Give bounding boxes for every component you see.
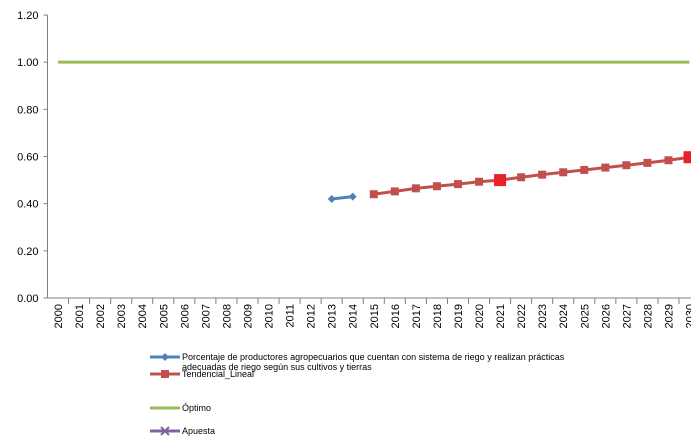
marker [369, 190, 378, 199]
x-tick-label: 2013 [327, 304, 339, 328]
marker [517, 173, 526, 182]
x-tick-label: 2002 [95, 304, 107, 328]
x-tick-label: 2006 [179, 304, 191, 328]
marker [390, 187, 399, 196]
x-tick-label: 2027 [621, 304, 633, 328]
series-line [373, 155, 690, 196]
legend-swatch [150, 370, 180, 378]
marker [161, 353, 169, 361]
marker [453, 180, 462, 189]
marker [411, 184, 420, 193]
x-tick-label: 2007 [200, 304, 212, 328]
marker [432, 182, 441, 191]
x-tick-label: 2017 [411, 304, 423, 328]
legend-label: Tendencial_Lineal [182, 369, 255, 379]
y-tick-label: 0.40 [17, 199, 38, 211]
marker [559, 168, 568, 177]
legend-label: Porcentaje de productores agropecuarios … [182, 352, 565, 372]
x-tick-label: 2009 [242, 304, 254, 328]
legend-entry: Porcentaje de productores agropecuarios … [148, 352, 582, 372]
x-tick-label: 2003 [116, 304, 128, 328]
x-tick-label: 2018 [432, 304, 444, 328]
legend-swatch [150, 353, 180, 361]
x-tick-label: 2000 [53, 304, 65, 328]
x-tick-label: 2008 [221, 304, 233, 328]
legend-entry: Tendencial_Lineal [148, 369, 582, 379]
legend-swatch [150, 426, 180, 436]
x-tick-label: 2012 [306, 304, 318, 328]
x-tick-label: 2026 [600, 304, 612, 328]
marker [622, 161, 631, 170]
x-tick-label: 2029 [663, 304, 675, 328]
marker [475, 177, 484, 186]
marker [664, 156, 673, 165]
x-tick-label: 2025 [579, 304, 591, 328]
x-tick-label: 2005 [158, 304, 170, 328]
x-tick-label: 2023 [537, 304, 549, 328]
x-tick-label: 2021 [495, 304, 507, 328]
x-tick-label: 2020 [474, 304, 486, 328]
marker [348, 192, 357, 201]
y-tick-label: 0.20 [17, 246, 38, 258]
x-tick-label: 2022 [516, 304, 528, 328]
x-tick-label: 2004 [137, 304, 149, 328]
x-tick-label: 2001 [74, 304, 86, 328]
x-tick-label: 2011 [285, 304, 297, 328]
x-tick-label: 2024 [558, 304, 570, 328]
legend-swatch [150, 406, 180, 410]
x-tick-label: 2010 [264, 304, 276, 328]
x-tick-label: 2016 [390, 304, 402, 328]
marker [643, 158, 652, 167]
legend-label: Apuesta [182, 426, 216, 436]
x-tick-label: 2014 [348, 304, 360, 328]
x-tick-label: 2030 [685, 304, 691, 328]
legend-entry: Apuesta [148, 426, 582, 436]
x-tick-label: 2028 [642, 304, 654, 328]
marker [161, 370, 169, 378]
marker [580, 165, 589, 174]
x-tick-label: 2019 [453, 304, 465, 328]
y-tick-label: 1.00 [17, 57, 38, 69]
legend-label: Óptimo [182, 403, 212, 413]
marker [683, 151, 691, 164]
x-tick-label: 2015 [369, 304, 381, 328]
y-tick-label: 0.60 [17, 152, 38, 164]
marker [494, 174, 507, 187]
y-tick-label: 0.80 [17, 104, 38, 116]
marker [538, 170, 547, 179]
y-tick-label: 1.20 [17, 10, 38, 22]
marker [327, 194, 336, 203]
legend-entry: Óptimo [148, 403, 582, 413]
y-tick-label: 0.00 [17, 293, 38, 305]
marker [160, 426, 170, 436]
marker [601, 163, 610, 172]
